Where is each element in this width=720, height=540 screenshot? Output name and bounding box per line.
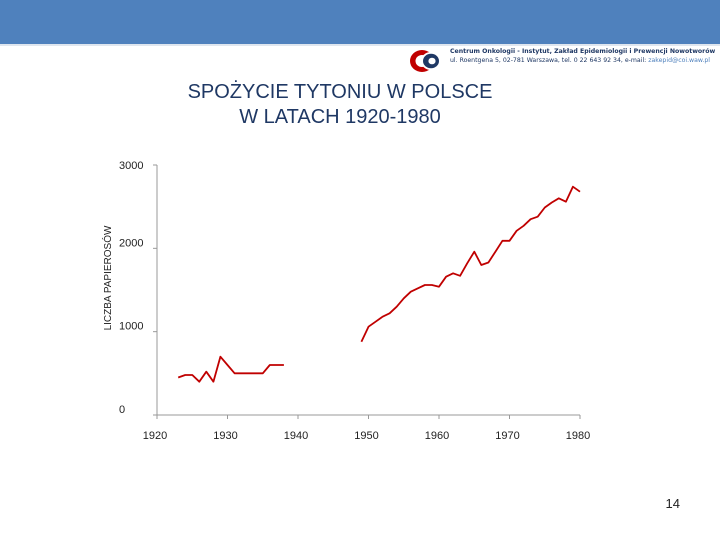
slide-title-line1: SPOŻYCIE TYTONIU W POLSCE [187,81,493,103]
series-line [177,355,284,383]
institute-email: zakepid@coi.waw.pl [648,56,711,64]
tobacco-consumption-chart: 0 1000 2000 3000 1920 1930 1940 1950 1960 1970 198… [101,160,590,442]
y-tick-label: 1000 [119,321,143,333]
y-tick-label: 3000 [119,160,143,172]
y-axis-label: LICZBA PAPIEROSÓW [101,225,114,330]
slide-title-line2: W LATACH 1920-1980 [239,106,441,128]
institute-logo: Centrum Onkologii - Instytut, Zakład Epi… [408,46,720,78]
institute-contact: ul. Roentgena 5, 02-781 Warszawa, tel. 0… [450,56,647,64]
series-line [360,185,581,343]
y-tick-label: 0 [119,404,125,416]
y-tick-label: 2000 [119,237,143,249]
institute-name: Centrum Onkologii - Instytut, Zakład Epi… [450,48,716,55]
header-rule [0,44,720,46]
x-tick-label: 1980 [566,430,590,442]
page-number: 14 [665,496,680,511]
slide-title: SPOŻYCIE TYTONIU W POLSCE W LATACH 1920-… [150,80,530,130]
x-tick-label: 1930 [213,430,237,442]
x-tick-label: 1950 [354,430,378,442]
x-tick-label: 1920 [143,430,167,442]
x-tick-label: 1960 [425,430,449,442]
top-bar [0,0,720,44]
x-tick-label: 1940 [284,430,308,442]
institute-address: Centrum Onkologii - Instytut, Zakład Epi… [450,48,716,65]
x-tick-label: 1970 [495,430,519,442]
institute-logo-icon [410,50,441,72]
